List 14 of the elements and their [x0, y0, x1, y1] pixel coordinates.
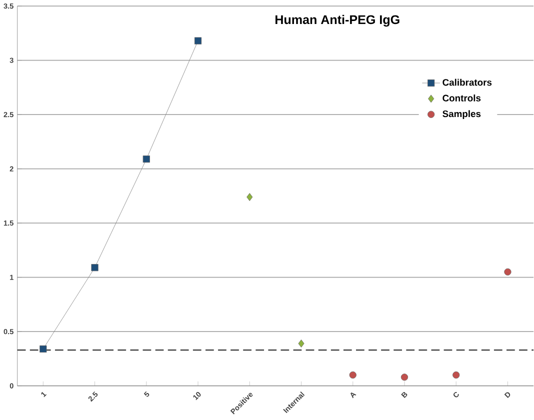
point	[40, 346, 47, 353]
point	[298, 340, 304, 348]
point	[142, 156, 150, 163]
legend-label: Samples	[442, 110, 481, 120]
point	[246, 193, 253, 202]
legend-label: Calibrators	[442, 78, 492, 86]
point	[504, 268, 512, 276]
legend-label: Controls	[442, 94, 481, 102]
point	[91, 264, 98, 272]
point	[452, 372, 460, 379]
text: Human Anti-PEG IgG	[276, 15, 400, 27]
point	[400, 374, 408, 381]
point	[349, 372, 356, 379]
point	[194, 37, 202, 45]
